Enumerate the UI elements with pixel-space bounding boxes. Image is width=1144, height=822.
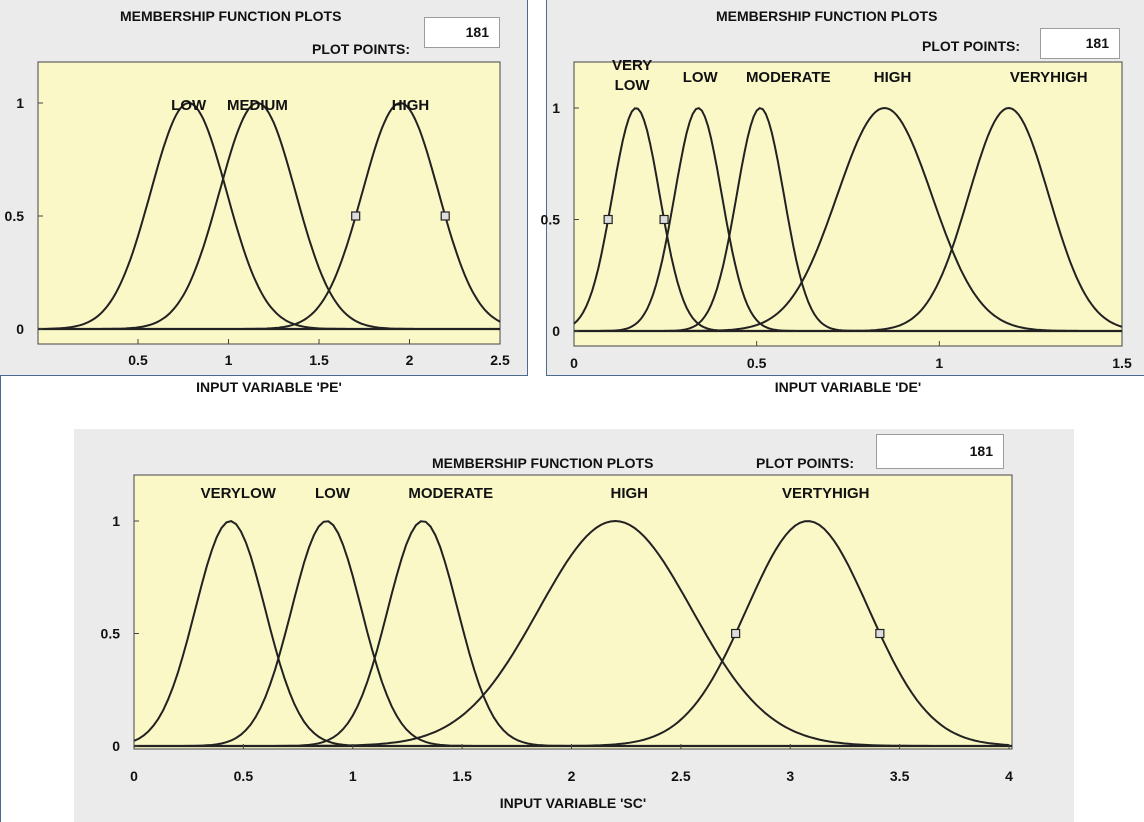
panel-pe-plot-points-input[interactable]: 181 [424,17,500,48]
panel-sc-plot-points-label: PLOT POINTS: [756,455,854,471]
x-axis-label: INPUT VARIABLE 'DE' [775,379,921,395]
x-tick-label: 0 [130,768,138,784]
x-tick-label: 4 [1005,768,1013,784]
mf-label-very-low-1: VERY [612,57,652,74]
panel-de-plot-points-input[interactable]: 181 [1040,28,1120,59]
x-tick-label: 0.5 [747,355,767,371]
mf-label-high: HIGH [611,485,649,502]
panel-pe-title: MEMBERSHIP FUNCTION PLOTS [120,8,342,24]
mf-label-low: LOW [683,69,719,86]
mf-handle-very-low-left[interactable] [603,214,613,225]
x-tick-label: 2 [568,768,576,784]
mf-handle-vertyhigh-right[interactable] [875,628,885,639]
mf-label-high: HIGH [392,97,430,114]
x-tick-label: 1.5 [1112,355,1132,371]
y-tick-label: 0 [112,738,120,754]
y-tick-label: 0 [16,321,24,337]
mf-handle-very-low-right[interactable] [659,214,669,225]
y-tick-label: 1 [552,100,560,116]
mf-label-very-low-2: LOW [615,77,651,94]
mf-label-low: LOW [171,97,207,114]
mf-handle-vertyhigh-left[interactable] [731,628,741,639]
x-tick-label: 2 [406,352,414,368]
x-tick-label: 3 [786,768,794,784]
mf-label-medium: MEDIUM [227,97,288,114]
y-tick-label: 1 [16,95,24,111]
x-tick-label: 0.5 [128,352,148,368]
mf-curve-high[interactable] [47,102,501,330]
mf-label-veryhigh: VERYHIGH [1010,69,1088,86]
x-tick-label: 0 [570,355,578,371]
mf-label-vertyhigh: VERTYHIGH [782,485,870,502]
mf-handle-high-left[interactable] [351,211,361,221]
mf-curve-veryhigh[interactable] [574,106,1123,332]
panel-de-title: MEMBERSHIP FUNCTION PLOTS [716,8,938,24]
x-axis-label: INPUT VARIABLE 'PE' [196,379,342,395]
mf-label-low: LOW [315,485,351,502]
y-tick-label: 0.5 [5,208,25,224]
plot-area [573,61,1123,347]
y-tick-label: 0.5 [101,626,121,642]
panel-sc-plot-points-input[interactable]: 181 [876,434,1004,469]
x-axis-label: INPUT VARIABLE 'SC' [500,795,646,811]
panel-de-plot-points-label: PLOT POINTS: [922,38,1020,54]
plot-area [133,474,1013,750]
mf-label-verylow: VERYLOW [201,485,277,502]
x-tick-label: 2.5 [490,352,510,368]
mf-handle-high-right[interactable] [440,211,450,221]
y-tick-label: 0.5 [541,212,561,228]
plot-area [37,61,501,345]
x-tick-label: 3.5 [890,768,910,784]
mf-label-high: HIGH [874,69,912,86]
y-tick-label: 0 [552,323,560,339]
x-tick-label: 2.5 [671,768,691,784]
x-tick-label: 1 [935,355,943,371]
x-tick-label: 1.5 [309,352,329,368]
mf-label-moderate: MODERATE [408,485,493,502]
x-tick-label: 1.5 [452,768,472,784]
x-tick-label: 1 [225,352,233,368]
panel-sc-title: MEMBERSHIP FUNCTION PLOTS [432,455,654,471]
mf-label-moderate: MODERATE [746,69,831,86]
x-tick-label: 1 [349,768,357,784]
y-tick-label: 1 [112,513,120,529]
x-tick-label: 0.5 [234,768,254,784]
panel-pe-plot-points-label: PLOT POINTS: [312,41,410,57]
